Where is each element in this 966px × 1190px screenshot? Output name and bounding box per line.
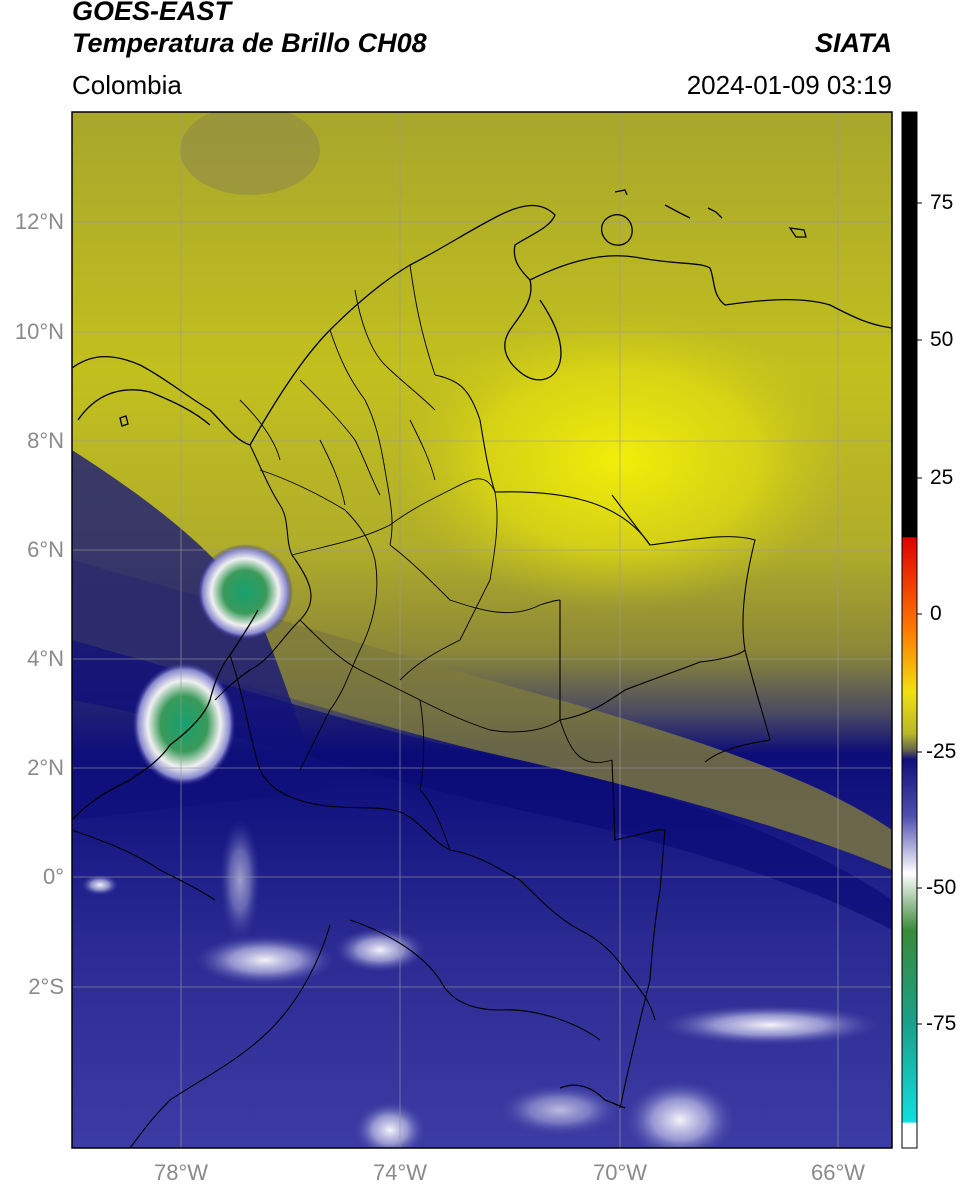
product-title: Temperatura de Brillo CH08 — [72, 28, 427, 58]
lat-label: 10°N — [14, 319, 64, 344]
colorbar-label: -25 — [926, 740, 957, 763]
colorbar-label: 75 — [930, 191, 954, 214]
satellite-title: GOES-EAST — [72, 0, 232, 26]
storm-cell — [132, 662, 236, 786]
timestamp-label: 2024-01-09 03:19 — [686, 70, 892, 100]
lon-label: 70°W — [592, 1160, 648, 1185]
coastline — [72, 189, 892, 1109]
country-borders — [72, 374, 771, 1148]
map-frame — [71, 111, 893, 1149]
lat-label: 0° — [42, 864, 64, 889]
map-image-area — [72, 112, 892, 1148]
graticule — [72, 112, 892, 1148]
region-label: Colombia — [72, 70, 182, 100]
lat-label: 12°N — [14, 209, 64, 234]
lat-label: 6°N — [27, 537, 64, 562]
colorbar — [902, 112, 917, 1148]
storm-cell — [197, 544, 293, 640]
department-borders — [239, 264, 613, 851]
lon-label: 74°W — [372, 1160, 428, 1185]
lat-label: 4°N — [27, 646, 64, 671]
lon-label: 78°W — [153, 1160, 209, 1185]
colorbar-label: -50 — [926, 876, 957, 899]
colorbar-label: 50 — [930, 328, 954, 351]
colorbar-ticks — [917, 202, 922, 1025]
source-label: SIATA — [815, 28, 892, 58]
lat-label: 2°S — [28, 974, 64, 999]
colorbar-label: 25 — [930, 466, 954, 489]
colorbar-label: -75 — [926, 1012, 957, 1035]
lat-label: 8°N — [27, 428, 64, 453]
lat-label: 2°N — [27, 755, 64, 780]
lon-label: 66°W — [810, 1160, 866, 1185]
colorbar-label: 0 — [930, 602, 942, 625]
